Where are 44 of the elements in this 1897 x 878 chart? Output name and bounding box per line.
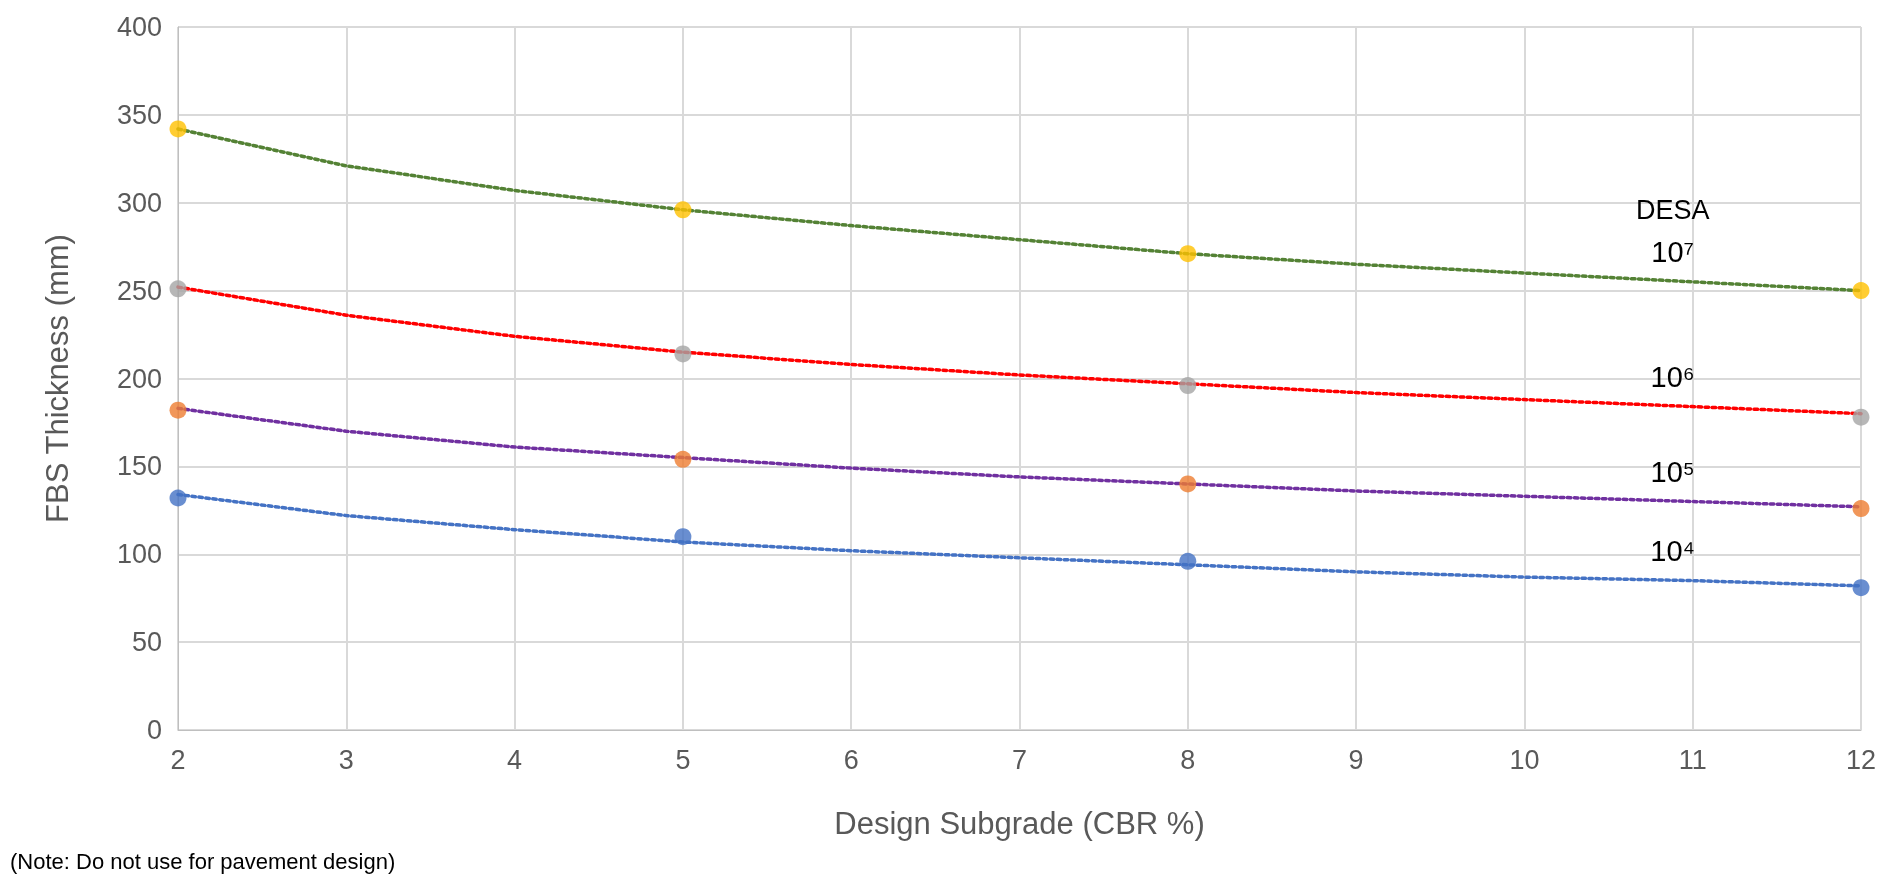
y-tick-label: 150 bbox=[116, 451, 162, 482]
y-tick-label: 400 bbox=[116, 12, 162, 42]
text: (Note: Do not use for pavement design) bbox=[10, 848, 396, 874]
point bbox=[1852, 408, 1870, 426]
series-label: 10⁵ bbox=[1650, 455, 1695, 488]
x-tick-label: 7 bbox=[1011, 744, 1028, 775]
x-tick-label: 10 bbox=[1509, 744, 1540, 775]
x-tick-label: 5 bbox=[675, 744, 691, 775]
series-label: 10⁷ bbox=[1651, 235, 1695, 268]
x-tick-label: 12 bbox=[1845, 744, 1877, 775]
point bbox=[674, 450, 692, 468]
x-tick-label: 4 bbox=[507, 744, 523, 775]
point bbox=[169, 120, 187, 138]
x-tick-label: 3 bbox=[338, 744, 354, 775]
point bbox=[1852, 579, 1870, 597]
x-tick-label: 2 bbox=[170, 744, 186, 775]
series-label: 10⁴ bbox=[1650, 534, 1696, 567]
point bbox=[674, 201, 692, 219]
point bbox=[1179, 245, 1197, 263]
legend-title: DESA bbox=[1635, 194, 1710, 225]
point bbox=[1179, 552, 1197, 570]
point bbox=[169, 280, 187, 298]
point bbox=[1852, 500, 1870, 518]
y-tick-label: 300 bbox=[116, 187, 162, 218]
y-tick-label: 200 bbox=[116, 363, 162, 394]
x-tick-label: 6 bbox=[843, 744, 859, 775]
point bbox=[169, 489, 187, 507]
y-tick-label: 0 bbox=[146, 715, 162, 745]
y-tick-label: 350 bbox=[116, 99, 162, 130]
y-axis-title: FBS Thickness (mm) bbox=[40, 234, 75, 523]
y-tick-label: 250 bbox=[116, 275, 162, 306]
x-tick-label: 8 bbox=[1180, 744, 1196, 775]
point bbox=[674, 528, 692, 546]
series-label: 10⁶ bbox=[1650, 360, 1695, 393]
x-axis-title: Design Subgrade (CBR %) bbox=[834, 806, 1205, 841]
y-tick-label: 100 bbox=[116, 539, 162, 570]
point bbox=[1852, 282, 1870, 300]
x-tick-label: 9 bbox=[1348, 744, 1364, 775]
point bbox=[674, 345, 692, 363]
point bbox=[1179, 377, 1197, 395]
point bbox=[1179, 475, 1197, 493]
point bbox=[169, 401, 187, 419]
x-tick-label: 11 bbox=[1678, 744, 1707, 775]
y-tick-label: 50 bbox=[131, 627, 162, 658]
